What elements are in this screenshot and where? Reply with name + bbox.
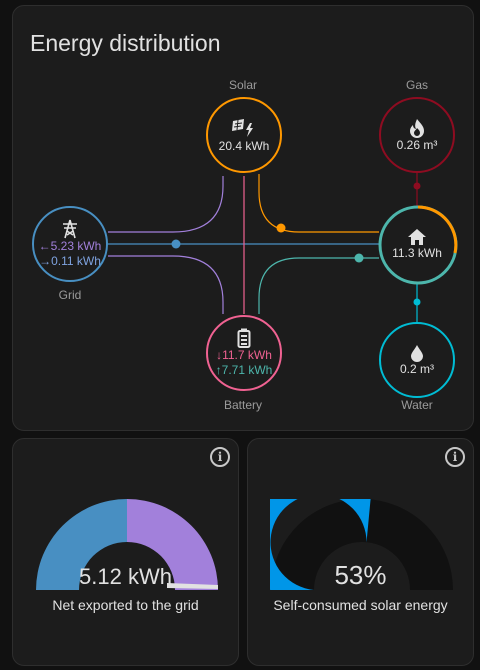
energy-distribution-card: Energy distribution Solar 20.4 kWh Gas <box>12 5 474 431</box>
flow-grid-to-solar <box>108 176 224 233</box>
water-label: Water <box>401 398 433 412</box>
grid-consumption-value: 5.23 kWh <box>50 239 102 253</box>
gauge-track-arc <box>271 499 453 590</box>
home-value: 11.3 kWh <box>392 245 442 260</box>
gauge-needle <box>167 583 218 589</box>
solar-gauge-card[interactable]: i 53% Self-consumed solar energy <box>247 438 474 666</box>
water-value: 0.2 m³ <box>399 361 434 376</box>
flow-grid-to-battery <box>108 255 224 314</box>
flow-dot-grid <box>171 239 181 249</box>
battery-in-row: ↓11.7 kWh <box>216 348 272 363</box>
flow-dot-water <box>413 298 421 306</box>
water-node[interactable]: 0.2 m³ <box>379 322 455 398</box>
gauge-value: 53% <box>334 560 387 590</box>
gauge-fill-arc <box>270 499 371 590</box>
gauge-value: 5.12 kWh <box>79 564 172 589</box>
gauge-export-arc <box>127 499 218 590</box>
gauge-name: Net exported to the grid <box>52 597 199 613</box>
solar-value: 20.4 kWh <box>218 138 270 153</box>
grid-return-row: →0.11 kWh <box>39 254 101 269</box>
grid-label: Grid <box>58 288 82 302</box>
arrow-left-icon: ← <box>38 239 51 253</box>
card-title: Energy distribution <box>30 30 221 56</box>
flow-dot-gas <box>413 182 421 190</box>
info-icon[interactable]: i <box>445 447 465 467</box>
fire-icon <box>410 118 424 138</box>
battery-out-row: ↑7.71 kWh <box>216 363 273 378</box>
gas-label: Gas <box>405 78 428 92</box>
home-icon <box>408 228 426 245</box>
arrow-up-icon: ↑ <box>215 363 222 377</box>
grid-return-value: 0.11 kWh <box>51 254 101 268</box>
energy-flow-lines <box>108 165 421 322</box>
arrow-down-icon: ↓ <box>216 348 223 362</box>
solar-node[interactable]: 20.4 kWh <box>206 97 282 173</box>
flow-solar-to-home <box>258 174 379 233</box>
flow-dot-battery <box>354 253 364 263</box>
grid-gauge <box>36 499 218 590</box>
gas-node[interactable]: 0.26 m³ <box>379 97 455 173</box>
home-ring <box>378 205 458 285</box>
solar-label: Solar <box>228 78 257 92</box>
grid-gauge-card[interactable]: i 5.12 kWh Net exported to the grid <box>12 438 239 666</box>
flow-dot-solar <box>276 223 286 233</box>
battery-in-value: 11.7 kWh <box>222 348 272 362</box>
water-drop-icon <box>411 344 423 362</box>
flow-battery-to-home <box>258 257 379 314</box>
transmission-tower-icon <box>63 219 77 239</box>
battery-icon <box>237 328 251 348</box>
grid-node[interactable]: ←5.23 kWh →0.11 kWh <box>32 206 108 282</box>
gauge-name: Self-consumed solar energy <box>273 597 448 613</box>
gauge-import-arc <box>36 499 127 590</box>
battery-out-value: 7.71 kWh <box>221 363 273 377</box>
battery-label: Battery <box>223 398 262 412</box>
info-icon[interactable]: i <box>210 447 230 467</box>
home-node[interactable]: 11.3 kWh <box>379 206 455 282</box>
solar-gauge <box>270 499 453 590</box>
battery-node[interactable]: ↓11.7 kWh ↑7.71 kWh <box>206 315 282 391</box>
gas-value: 0.26 m³ <box>396 137 438 152</box>
solar-power-icon <box>232 118 253 137</box>
arrow-right-icon: → <box>39 254 52 268</box>
grid-consumption-row: ←5.23 kWh <box>39 239 102 254</box>
